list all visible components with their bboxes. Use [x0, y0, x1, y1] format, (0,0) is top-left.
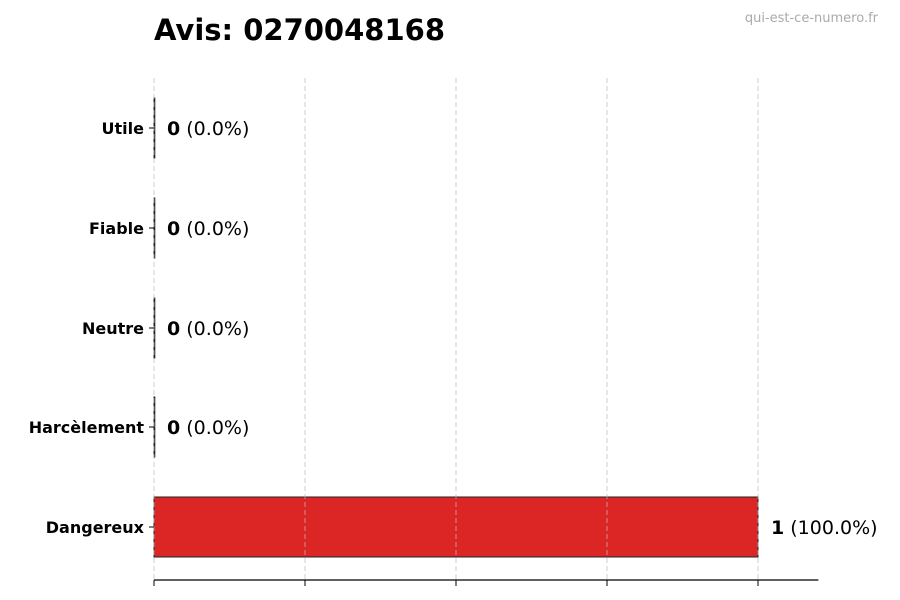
labels: Utile 0 (0.0%) Fiable 0 (0.0%) Neutre 0 (0.0%…	[29, 118, 878, 539]
y-tick-label: Harcèlement	[29, 418, 145, 437]
grid-overlay	[153, 78, 759, 580]
data-label: 0 (0.0%)	[167, 417, 249, 439]
y-tick-label: Dangereux	[46, 518, 145, 537]
x-axis	[149, 127, 819, 586]
data-label-percent: (0.0%)	[180, 417, 249, 439]
y-tick-label: Neutre	[82, 319, 144, 338]
data-label-count: 0	[167, 118, 180, 140]
data-label: 0 (0.0%)	[167, 218, 249, 240]
data-label-percent: (0.0%)	[180, 218, 249, 240]
data-label-count: 0	[167, 218, 180, 240]
watermark: qui-est-ce-numero.fr	[745, 11, 879, 26]
data-label: 1 (100.0%)	[771, 517, 878, 539]
y-tick-label: Fiable	[89, 219, 144, 238]
data-label-percent: (0.0%)	[180, 318, 249, 340]
data-label-count: 0	[167, 318, 180, 340]
data-label-percent: (0.0%)	[180, 118, 249, 140]
data-label-count: 0	[167, 417, 180, 439]
chart-title: Avis: 0270048168	[154, 13, 445, 47]
data-label: 0 (0.0%)	[167, 118, 249, 140]
data-label-percent: (100.0%)	[784, 517, 877, 539]
data-label-count: 1	[771, 517, 784, 539]
y-tick-label: Utile	[102, 119, 145, 138]
data-label: 0 (0.0%)	[167, 318, 249, 340]
